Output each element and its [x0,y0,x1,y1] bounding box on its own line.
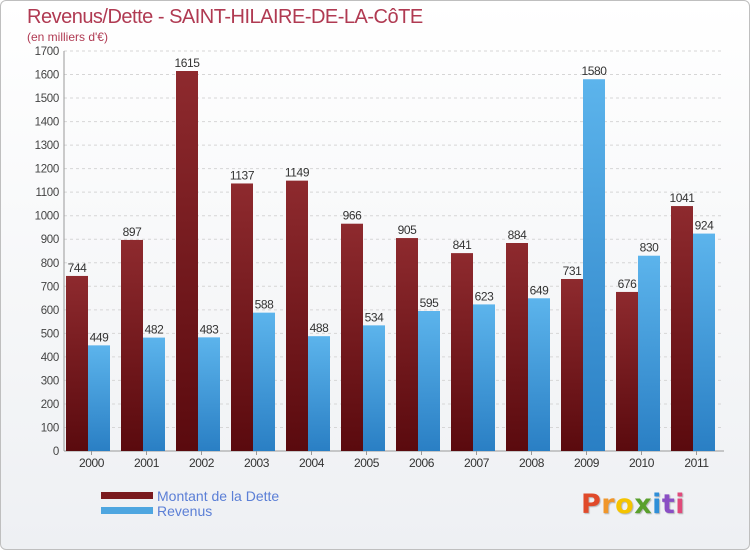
legend-item-revenus: Revenus [101,502,279,519]
bar-revenus [363,325,385,451]
logo-letter: i [652,489,662,520]
bar-debt [671,206,693,451]
bar-revenus [143,337,165,451]
bar-revenus [198,337,220,451]
data-label-debt: 1041 [669,191,695,205]
data-label-debt: 897 [123,225,143,239]
bar-revenus [638,255,660,451]
data-label-debt: 744 [68,261,88,275]
bar-debt [341,223,363,451]
bar-revenus [693,233,715,451]
x-tick-label: 2001 [134,456,160,470]
data-label-debt: 676 [618,277,638,291]
bar-revenus [473,304,495,451]
y-tick-label: 200 [41,399,59,411]
data-label-debt: 731 [563,264,583,278]
x-tick-label: 2007 [464,456,490,470]
y-tick-label: 100 [41,422,59,434]
y-tick-label: 700 [41,281,59,293]
x-tick-label: 2008 [519,456,545,470]
bar-debt [506,243,528,451]
bar-revenus [308,336,330,451]
x-tick-label: 2000 [79,456,105,470]
bar-debt [396,238,418,451]
y-tick-label: 1600 [35,70,59,82]
logo-letter: x [634,489,653,520]
data-label-debt: 841 [453,238,473,252]
x-tick-label: 2011 [684,456,709,470]
data-label-revenus: 482 [145,323,165,337]
y-tick-label: 1700 [35,46,59,58]
x-tick-label: 2004 [299,456,325,470]
logo-letter: P [581,489,602,520]
y-tick-label: 1000 [35,211,59,223]
bar-debt [616,291,638,451]
y-tick-label: 1300 [35,140,59,152]
legend-swatch-debt [101,492,153,499]
bar-debt [176,71,198,451]
bar-revenus [253,312,275,451]
bar-revenus [583,79,605,451]
data-label-revenus: 483 [200,322,220,336]
data-label-debt: 1137 [230,168,255,182]
y-tick-label: 300 [41,375,59,387]
y-tick-label: 1400 [35,117,59,129]
bar-debt [121,239,143,451]
x-tick-label: 2003 [244,456,270,470]
bar-debt [561,279,583,451]
y-tick-label: 900 [41,234,59,246]
x-tick-label: 2002 [189,456,215,470]
data-label-revenus: 588 [255,298,275,312]
data-label-revenus: 1580 [581,64,607,78]
y-tick-label: 0 [53,446,59,458]
data-label-revenus: 488 [310,321,330,335]
y-tick-label: 500 [41,328,59,340]
data-label-revenus: 830 [640,241,660,255]
x-tick-label: 2010 [629,456,655,470]
legend-swatch-revenus [101,507,153,514]
bar-debt [66,275,88,451]
bar-revenus [88,345,110,451]
proxiti-logo: Proxiti [581,489,685,520]
y-tick-label: 1200 [35,164,59,176]
legend-item-debt: Montant de la Dette [101,487,280,504]
legend: Montant de la Dette Revenus [101,487,280,519]
logo-letter: r [601,489,616,520]
y-tick-label: 800 [41,258,59,270]
data-label-debt: 1149 [285,166,310,180]
logo-letter: o [615,489,635,520]
data-label-revenus: 534 [365,310,385,324]
legend-label-revenus: Revenus [157,502,213,519]
data-label-revenus: 595 [420,296,440,310]
y-tick-label: 1100 [35,187,59,199]
data-label-revenus: 649 [530,283,550,297]
legend-label-debt: Montant de la Dette [157,487,280,504]
data-label-debt: 966 [343,209,363,223]
data-label-revenus: 449 [90,330,110,344]
y-tick-label: 400 [41,352,59,364]
data-label-debt: 1615 [174,56,200,70]
bar-revenus [418,311,440,451]
y-tick-label: 600 [41,305,59,317]
y-tick-label: 1500 [35,93,59,105]
data-label-revenus: 623 [475,289,495,303]
bar-revenus [528,298,550,451]
bar-debt [286,180,308,451]
bar-debt [231,183,253,451]
chart-subtitle: (en milliers d'€) [27,30,108,44]
data-label-debt: 884 [508,228,528,242]
bar-debt [451,253,473,451]
logo-letter: i [675,489,686,520]
data-label-debt: 905 [398,223,418,237]
chart-title: Revenus/Dette - SAINT-HILAIRE-DE-LA-CôTE [27,6,423,28]
logo-letter: t [661,489,676,520]
data-label-revenus: 924 [695,219,715,233]
x-tick-label: 2005 [354,456,380,470]
x-tick-label: 2006 [409,456,435,470]
x-tick-label: 2009 [574,456,600,470]
